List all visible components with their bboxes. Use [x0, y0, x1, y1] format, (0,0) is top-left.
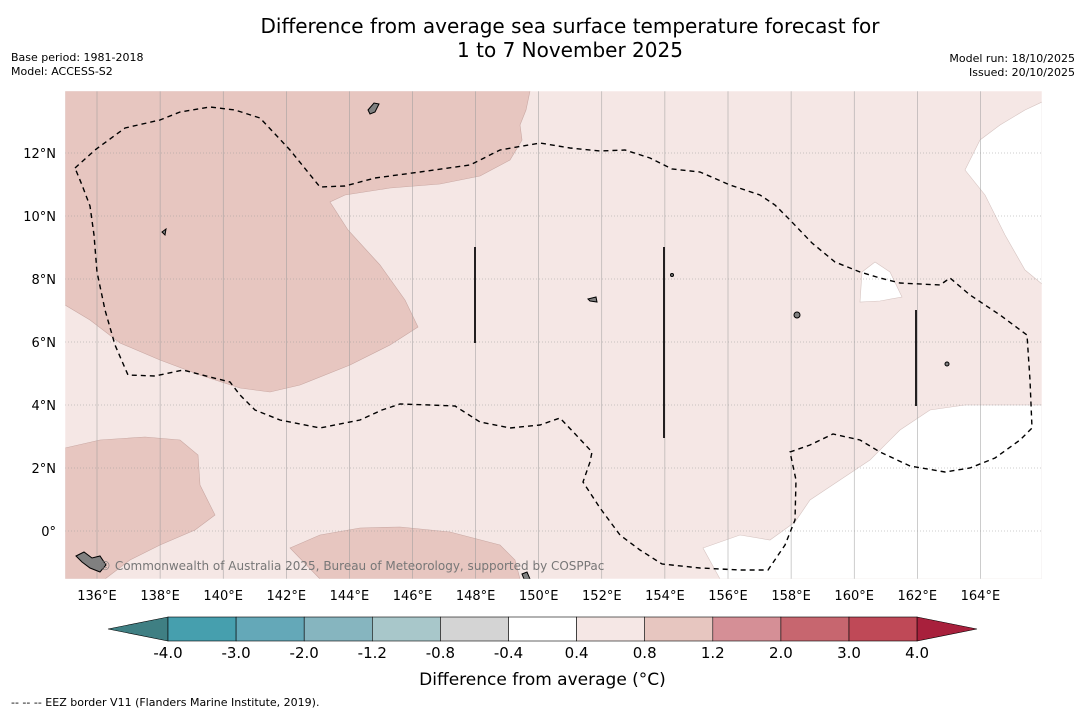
colorbar-tick-label: -4.0 — [153, 644, 182, 662]
model-run: Model run: 18/10/2025 — [949, 52, 1075, 65]
colorbar-tick-label: -2.0 — [290, 644, 319, 662]
map-frame — [64, 90, 1043, 580]
colorbar-swatch — [712, 616, 782, 642]
colorbar-tick-label: -0.8 — [426, 644, 455, 662]
colorbar: -4.0 -3.0 -2.0 -1.2 -0.8 -0.4 0.4 0.8 1.2 2.0 3.0 4… — [107, 616, 978, 662]
colorbar-swatch — [167, 616, 237, 642]
colorbar-tick-label: 2.0 — [769, 644, 793, 662]
neutral-region-southeast — [702, 404, 1042, 579]
x-tick-label: 152°E — [582, 589, 622, 604]
base-period: Base period: 1981-2018 — [11, 51, 144, 64]
x-tick-label: 154°E — [645, 589, 685, 604]
colorbar-swatch — [440, 616, 509, 642]
copyright-text: © Commonwealth of Australia 2025, Bureau… — [99, 559, 604, 573]
y-tick-label: 0° — [41, 525, 56, 540]
anomaly-0.8-1.2-region-south — [289, 526, 521, 579]
colorbar-tick-label: 0.4 — [565, 644, 589, 662]
island-north — [367, 102, 380, 115]
x-tick-label: 142°E — [267, 589, 307, 604]
colorbar-tick-label: 3.0 — [837, 644, 861, 662]
x-tick-label: 158°E — [771, 589, 811, 604]
x-tick-label: 146°E — [393, 589, 433, 604]
x-tick-label: 144°E — [330, 589, 370, 604]
island-east — [793, 311, 801, 319]
meta-left: Base period: 1981-2018 Model: ACCESS-S2 — [11, 51, 143, 79]
colorbar-swatch — [576, 616, 645, 642]
x-tick-label: 162°E — [898, 589, 938, 604]
model-name: Model: ACCESS-S2 — [11, 65, 113, 78]
map-area: © Commonwealth of Australia 2025, Bureau… — [65, 91, 1042, 579]
x-tick-label: 140°E — [203, 589, 243, 604]
y-tick-label: 10°N — [23, 210, 56, 225]
colorbar-tick-label: -0.4 — [494, 644, 523, 662]
colorbar-tick-label: 4.0 — [905, 644, 929, 662]
neutral-region-east — [859, 261, 903, 303]
island-center — [587, 296, 598, 303]
eez-border-palau — [74, 106, 1033, 571]
x-tick-label: 150°E — [519, 589, 559, 604]
neutral-region-northeast — [964, 101, 1042, 285]
colorbar-swatch — [371, 616, 441, 642]
x-tick-label: 160°E — [834, 589, 874, 604]
y-tick-label: 6°N — [32, 336, 57, 351]
colorbar-tick-label: 0.8 — [633, 644, 657, 662]
colorbar-swatch — [303, 616, 373, 642]
colorbar-swatch — [644, 616, 714, 642]
x-tick-label: 164°E — [961, 589, 1001, 604]
x-axis-ticks: 136°E 138°E 140°E 142°E 144°E 146°E 148°E 150°E… — [77, 589, 1000, 604]
y-tick-label: 2°N — [32, 462, 57, 477]
island-far-east — [944, 361, 950, 367]
eez-footnote: -- -- -- EEZ border V11 (Flanders Marine… — [11, 696, 320, 709]
y-tick-label: 8°N — [32, 273, 57, 288]
colorbar-title: Difference from average (°C) — [419, 670, 666, 690]
y-tick-label: 4°N — [32, 399, 57, 414]
graticule — [65, 91, 1042, 579]
island-southwest — [75, 551, 107, 573]
anomaly-0.8-1.2-region-southwest — [65, 436, 216, 579]
island-west — [161, 227, 167, 237]
colorbar-tick-label: -1.2 — [358, 644, 387, 662]
colorbar-over-arrow — [916, 616, 978, 642]
colorbar-swatch — [235, 616, 305, 642]
y-axis-ticks: 12°N 10°N 8°N 6°N 4°N 2°N 0° — [23, 147, 56, 540]
issued-date: Issued: 20/10/2025 — [968, 66, 1075, 79]
x-tick-label: 148°E — [456, 589, 496, 604]
island-south — [521, 571, 531, 579]
colorbar-swatch — [508, 616, 577, 642]
x-tick-label: 136°E — [77, 589, 117, 604]
x-tick-label: 138°E — [140, 589, 180, 604]
colorbar-swatch — [780, 616, 850, 642]
colorbar-tick-label: 1.2 — [701, 644, 725, 662]
anomaly-0.8-1.2-region-northwest — [65, 91, 531, 393]
colorbar-swatch — [848, 616, 918, 642]
x-tick-label: 156°E — [708, 589, 748, 604]
map-title: Difference from average sea surface temp… — [170, 14, 970, 62]
title-line-1: Difference from average sea surface temp… — [260, 14, 880, 38]
title-line-2: 1 to 7 November 2025 — [457, 38, 683, 62]
island-small-1 — [670, 273, 674, 277]
colorbar-tick-label: -3.0 — [221, 644, 250, 662]
colorbar-under-arrow — [107, 616, 169, 642]
meta-right: Model run: 18/10/2025 Issued: 20/10/2025 — [949, 52, 1075, 80]
y-tick-label: 12°N — [23, 147, 56, 162]
